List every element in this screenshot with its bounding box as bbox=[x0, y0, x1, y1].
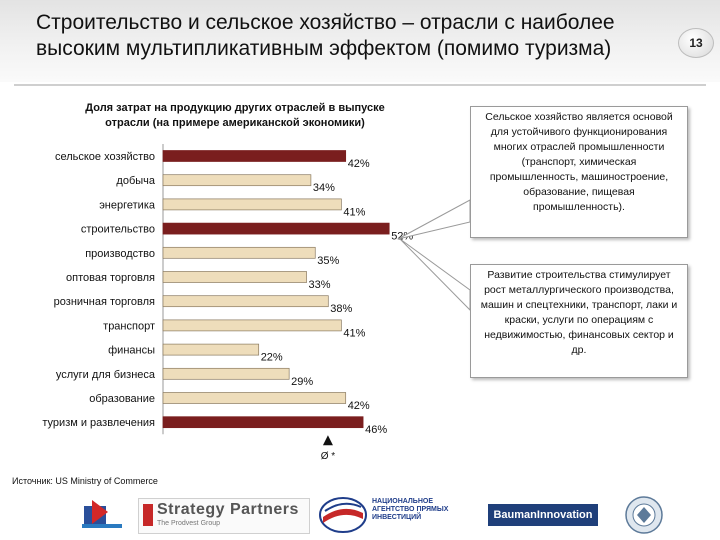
data-label: 35% bbox=[317, 255, 339, 267]
category-label: финансы bbox=[108, 345, 155, 357]
category-label: образование bbox=[89, 393, 155, 405]
data-label: 41% bbox=[343, 206, 365, 218]
bar bbox=[162, 174, 312, 187]
data-label: 46% bbox=[365, 424, 387, 436]
bauman-innovation-logo: BaumanInnovation bbox=[488, 504, 598, 526]
logo-strip: Strategy Partners The Prodvest Group НАЦ… bbox=[0, 492, 720, 540]
agency-logo-text: НАЦИОНАЛЬНОЕ АГЕНТСТВО ПРЯМЫХ ИНВЕСТИЦИЙ bbox=[372, 498, 449, 521]
callout-agriculture: Сельское хозяйство является основой для … bbox=[470, 106, 688, 238]
bar bbox=[162, 367, 290, 380]
slide-title-line-1: Строительство и сельское хозяйство – отр… bbox=[36, 11, 615, 34]
page-number-badge: 13 bbox=[678, 28, 714, 58]
chart-title: Доля затрат на продукцию других отраслей… bbox=[60, 101, 410, 131]
category-label: сельское хозяйство bbox=[55, 151, 155, 163]
category-label: энергетика bbox=[99, 199, 156, 211]
bar bbox=[162, 222, 390, 235]
data-label: 22% bbox=[261, 352, 283, 364]
category-label: оптовая торговля bbox=[66, 272, 155, 284]
university-seal-icon bbox=[625, 496, 663, 534]
partner-logo-left bbox=[82, 500, 122, 528]
bar bbox=[162, 319, 342, 332]
agency-emblem-icon bbox=[319, 497, 367, 533]
bar bbox=[162, 392, 347, 404]
category-label: туризм и развлечения bbox=[42, 417, 155, 429]
bar bbox=[162, 295, 329, 308]
data-label: 41% bbox=[343, 327, 365, 339]
bar bbox=[162, 246, 316, 259]
category-label: услуги для бизнеса bbox=[56, 369, 156, 381]
strategy-partners-subtitle: The Prodvest Group bbox=[157, 520, 221, 527]
data-label: 42% bbox=[348, 158, 370, 170]
bar bbox=[162, 271, 307, 283]
data-label: 52% bbox=[391, 231, 413, 243]
slide-title: Строительство и сельское хозяйство – отр… bbox=[36, 10, 636, 62]
bar bbox=[162, 198, 342, 211]
data-label: 38% bbox=[330, 303, 352, 315]
category-label: производство bbox=[85, 248, 155, 260]
source-note: Источник: US Ministry of Commerce bbox=[12, 476, 158, 486]
category-label: добыча bbox=[116, 175, 155, 187]
callout-construction: Развитие строительства стимулирует рост … bbox=[470, 264, 688, 378]
data-label: 42% bbox=[348, 400, 370, 412]
bar-chart: сельское хозяйство 42% добыча 34% энергетика… bbox=[42, 144, 413, 462]
average-marker bbox=[322, 435, 333, 446]
average-marker-label: Ø * bbox=[321, 451, 336, 462]
bar bbox=[162, 416, 364, 429]
bar bbox=[162, 343, 260, 356]
data-label: 34% bbox=[313, 182, 335, 194]
slide-title-line-2: высоким мультипликативным эффектом (поми… bbox=[36, 37, 612, 60]
bar bbox=[162, 150, 347, 162]
category-label: розничная торговля bbox=[54, 296, 155, 308]
slide-header bbox=[0, 0, 720, 82]
category-label: транспорт bbox=[103, 320, 155, 332]
strategy-partners-mark-icon bbox=[143, 504, 153, 526]
data-label: 29% bbox=[291, 376, 313, 388]
chart-title-line-2: отрасли (на примере американской экономи… bbox=[105, 117, 365, 129]
chart-title-line-1: Доля затрат на продукцию других отраслей… bbox=[85, 102, 385, 114]
strategy-partners-logo: Strategy Partners The Prodvest Group bbox=[138, 498, 310, 534]
data-label: 33% bbox=[309, 279, 331, 291]
strategy-partners-name: Strategy Partners bbox=[157, 501, 299, 518]
category-label: строительство bbox=[81, 224, 155, 236]
header-divider bbox=[14, 84, 706, 86]
